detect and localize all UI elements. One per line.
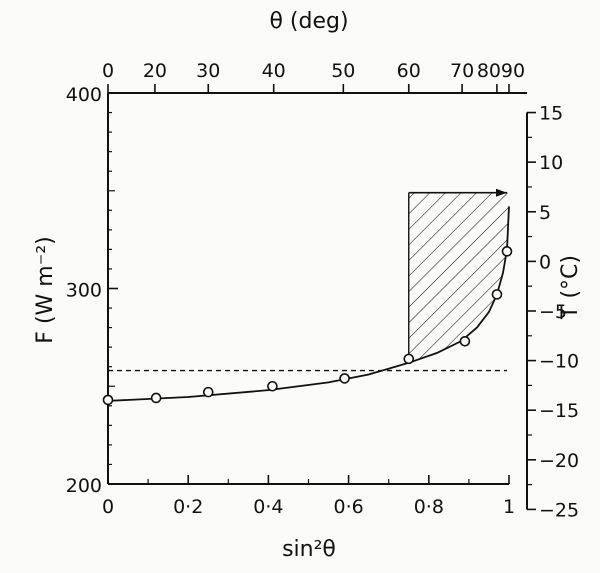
x-axis-label: sin²θ [282,537,336,562]
right-tick-label: −20 [539,450,579,472]
top-tick-label: 50 [331,60,355,82]
top-tick-label: 90 [501,60,525,82]
top-tick-label: 0 [102,60,114,82]
top-tick-label: 80 [477,60,501,82]
x-tick-label: 0·8 [414,496,444,518]
data-point [459,335,471,347]
data-point [267,380,278,392]
data-point [202,386,214,398]
top-tick-label: 30 [196,60,220,82]
data-point [403,353,415,365]
x-tick-label: 0·4 [253,496,283,518]
y-tick-label: 400 [66,84,102,106]
top-tick-label: 60 [397,60,421,82]
arrow-head [496,188,507,197]
right-tick-label: −15 [539,400,579,422]
series-curve [107,206,510,402]
right-tick-label: 5 [539,202,551,224]
top-tick-label: 20 [143,60,167,82]
top-axis-label: θ (deg) [269,9,348,34]
top-tick-label: 70 [450,60,474,82]
data-point [501,246,513,257]
y-tick-label: 200 [66,475,102,497]
right-tick-label: −25 [539,499,579,521]
x-tick-label: 1 [503,496,515,518]
top-tick-label: 40 [262,60,286,82]
right-tick-label: 10 [539,152,563,174]
y-tick-label: 300 [66,280,102,302]
hatch-fill [408,192,509,363]
data-point [491,289,503,300]
right-axis-label: T (°C) [558,255,583,320]
data-point [102,394,114,406]
right-tick-label: 0 [539,251,551,273]
right-tick-label: 15 [539,103,563,125]
data-point [339,373,350,384]
x-tick-label: 0·2 [173,496,203,518]
hatched-region [408,188,509,363]
x-tick-label: 0 [102,496,114,518]
y-axis-label: F (W m⁻²) [33,236,58,343]
right-tick-label: −5 [539,301,567,323]
data-point [150,392,162,404]
data-series [102,206,513,406]
right-tick-label: −10 [539,351,579,373]
x-tick-label: 0·6 [333,496,363,518]
